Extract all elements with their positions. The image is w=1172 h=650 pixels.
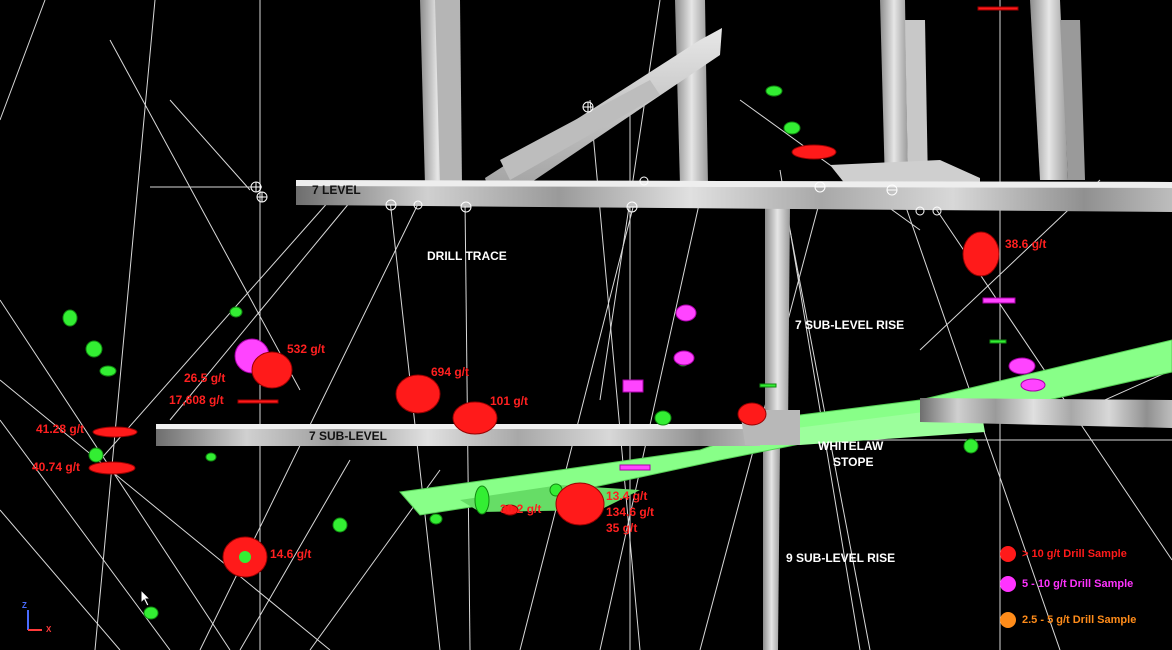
- red-dot-icon: [1000, 546, 1016, 562]
- assay-label: 35 g/t: [606, 521, 638, 535]
- assay-label: 17,608 g/t: [169, 393, 224, 407]
- orange-dot-icon: [1000, 612, 1016, 628]
- drift-7-level: [296, 180, 1172, 212]
- label-7-sub-level-rise: 7 SUB-LEVEL RISE: [795, 318, 905, 332]
- assay-label: 30.2 g/t: [500, 502, 542, 516]
- assay-label: 532 g/t: [287, 342, 326, 356]
- shafts: [420, 0, 1085, 650]
- magenta-dot-icon: [1000, 576, 1016, 592]
- drift-7-sub-level: [156, 398, 1172, 446]
- assay-label: 14.6 g/t: [270, 547, 312, 561]
- assay-label: 134.6 g/t: [606, 505, 655, 519]
- assay-label: 101 g/t: [490, 394, 529, 408]
- label-whitelaw-stope-1: WHITELAW: [818, 439, 884, 453]
- axis-x-label: X: [46, 625, 52, 634]
- legend-item-low: 2.5 - 5 g/t Drill Sample: [1000, 610, 1136, 630]
- high-samples-red: [88, 6, 1019, 578]
- legend-item-high: > 10 g/t Drill Sample: [1000, 544, 1127, 564]
- assay-label: 13.4 g/t: [606, 489, 648, 503]
- legend-label: 5 - 10 g/t Drill Sample: [1022, 578, 1134, 590]
- label-7-sub-level: 7 SUB-LEVEL: [309, 429, 388, 443]
- legend-label: > 10 g/t Drill Sample: [1022, 548, 1127, 560]
- assay-label: 40.74 g/t: [32, 460, 81, 474]
- label-drill-trace: DRILL TRACE: [427, 249, 507, 263]
- assay-label: 38.6 g/t: [1005, 237, 1047, 251]
- assay-label: 694 g/t: [431, 365, 470, 379]
- label-whitelaw-stope-2: STOPE: [833, 455, 874, 469]
- label-9-sub-level-rise: 9 SUB-LEVEL RISE: [786, 551, 896, 565]
- label-7-level: 7 LEVEL: [312, 183, 361, 197]
- sample-cores: [239, 486, 560, 563]
- axis-z-label: Z: [22, 601, 27, 610]
- assay-label: 41.28 g/t: [36, 422, 85, 436]
- axis-triad-icon: Z X: [20, 600, 60, 640]
- assay-label: 26.5 g/t: [184, 371, 226, 385]
- mouse-cursor-icon: [140, 588, 152, 612]
- collar-markers: [250, 101, 942, 216]
- legend-item-mid: 5 - 10 g/t Drill Sample: [1000, 574, 1133, 594]
- legend-label: 2.5 - 5 g/t Drill Sample: [1022, 614, 1137, 626]
